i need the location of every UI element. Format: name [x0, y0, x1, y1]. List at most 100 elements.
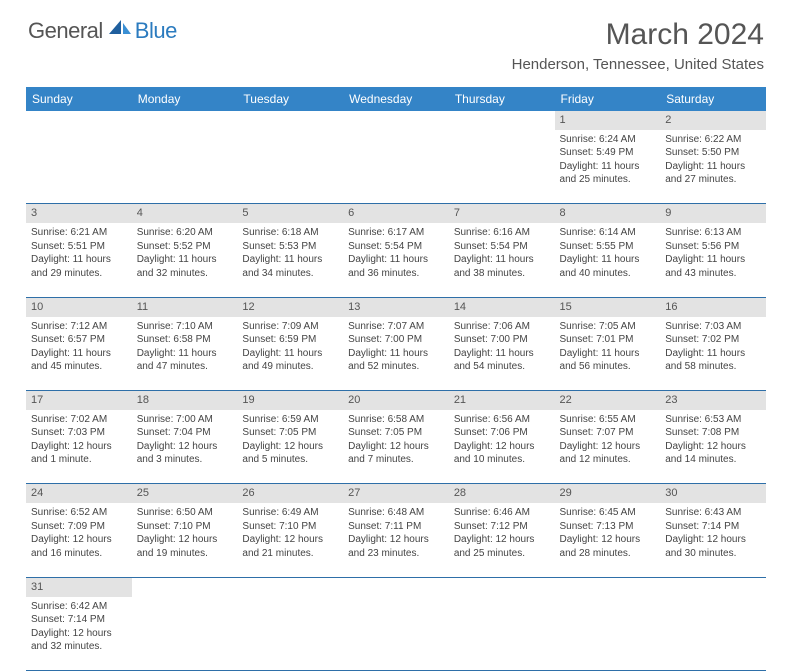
day-cell: Sunrise: 6:49 AMSunset: 7:10 PMDaylight:… — [237, 503, 343, 577]
day-number-cell: 28 — [449, 484, 555, 503]
day-number-row: 12 — [26, 111, 766, 130]
sunrise-text: Sunrise: 6:43 AM — [665, 506, 761, 520]
daylight-text: Daylight: 11 hours and 47 minutes. — [137, 347, 233, 374]
day-cell: Sunrise: 6:18 AMSunset: 5:53 PMDaylight:… — [237, 223, 343, 297]
logo-text-general: General — [28, 18, 103, 44]
daylight-text: Daylight: 12 hours and 21 minutes. — [242, 533, 338, 560]
sunrise-text: Sunrise: 7:12 AM — [31, 320, 127, 334]
day-cell: Sunrise: 6:20 AMSunset: 5:52 PMDaylight:… — [132, 223, 238, 297]
sunset-text: Sunset: 7:00 PM — [454, 333, 550, 347]
day-number-cell: 10 — [26, 297, 132, 316]
sunset-text: Sunset: 7:11 PM — [348, 520, 444, 534]
sunset-text: Sunset: 5:56 PM — [665, 240, 761, 254]
location-subtitle: Henderson, Tennessee, United States — [512, 56, 764, 73]
sunrise-text: Sunrise: 7:05 AM — [560, 320, 656, 334]
day-number-cell: 15 — [555, 297, 661, 316]
daylight-text: Daylight: 12 hours and 32 minutes. — [31, 627, 127, 654]
sunset-text: Sunset: 7:07 PM — [560, 426, 656, 440]
day-number-row: 17181920212223 — [26, 391, 766, 410]
day-cell: Sunrise: 7:02 AMSunset: 7:03 PMDaylight:… — [26, 410, 132, 484]
day-number-cell: 26 — [237, 484, 343, 503]
sunset-text: Sunset: 7:10 PM — [242, 520, 338, 534]
daylight-text: Daylight: 11 hours and 43 minutes. — [665, 253, 761, 280]
day-number-cell: 18 — [132, 391, 238, 410]
sunset-text: Sunset: 7:14 PM — [665, 520, 761, 534]
day-number-cell: 21 — [449, 391, 555, 410]
weekday-header-row: SundayMondayTuesdayWednesdayThursdayFrid… — [26, 87, 766, 111]
sunset-text: Sunset: 7:05 PM — [348, 426, 444, 440]
sunrise-text: Sunrise: 6:21 AM — [31, 226, 127, 240]
day-cell: Sunrise: 6:48 AMSunset: 7:11 PMDaylight:… — [343, 503, 449, 577]
weekday-header: Wednesday — [343, 87, 449, 111]
month-title: March 2024 — [512, 18, 764, 52]
day-number-cell: 5 — [237, 204, 343, 223]
sunrise-text: Sunrise: 6:52 AM — [31, 506, 127, 520]
day-cell: Sunrise: 6:56 AMSunset: 7:06 PMDaylight:… — [449, 410, 555, 484]
day-cell: Sunrise: 6:24 AMSunset: 5:49 PMDaylight:… — [555, 130, 661, 204]
daylight-text: Daylight: 11 hours and 45 minutes. — [31, 347, 127, 374]
day-number-cell: 12 — [237, 297, 343, 316]
day-cell: Sunrise: 7:00 AMSunset: 7:04 PMDaylight:… — [132, 410, 238, 484]
sunset-text: Sunset: 7:09 PM — [31, 520, 127, 534]
empty-cell — [660, 597, 766, 671]
sunset-text: Sunset: 5:49 PM — [560, 146, 656, 160]
day-cell: Sunrise: 7:12 AMSunset: 6:57 PMDaylight:… — [26, 317, 132, 391]
day-cell: Sunrise: 6:53 AMSunset: 7:08 PMDaylight:… — [660, 410, 766, 484]
sunset-text: Sunset: 7:00 PM — [348, 333, 444, 347]
day-number-cell: 16 — [660, 297, 766, 316]
logo-sail-icon — [107, 18, 133, 36]
sunset-text: Sunset: 5:52 PM — [137, 240, 233, 254]
sunset-text: Sunset: 7:08 PM — [665, 426, 761, 440]
day-data-row: Sunrise: 7:12 AMSunset: 6:57 PMDaylight:… — [26, 317, 766, 391]
daylight-text: Daylight: 12 hours and 16 minutes. — [31, 533, 127, 560]
empty-cell — [449, 597, 555, 671]
empty-cell — [132, 597, 238, 671]
sunrise-text: Sunrise: 6:14 AM — [560, 226, 656, 240]
day-number-cell: 27 — [343, 484, 449, 503]
sunrise-text: Sunrise: 6:58 AM — [348, 413, 444, 427]
daylight-text: Daylight: 11 hours and 40 minutes. — [560, 253, 656, 280]
empty-cell — [237, 130, 343, 204]
day-cell: Sunrise: 6:17 AMSunset: 5:54 PMDaylight:… — [343, 223, 449, 297]
day-data-row: Sunrise: 6:24 AMSunset: 5:49 PMDaylight:… — [26, 130, 766, 204]
sunrise-text: Sunrise: 6:20 AM — [137, 226, 233, 240]
day-number-cell: 23 — [660, 391, 766, 410]
sunset-text: Sunset: 6:58 PM — [137, 333, 233, 347]
sunrise-text: Sunrise: 7:02 AM — [31, 413, 127, 427]
sunrise-text: Sunrise: 6:59 AM — [242, 413, 338, 427]
sunset-text: Sunset: 7:04 PM — [137, 426, 233, 440]
weekday-header: Saturday — [660, 87, 766, 111]
daylight-text: Daylight: 12 hours and 1 minute. — [31, 440, 127, 467]
day-cell: Sunrise: 6:50 AMSunset: 7:10 PMDaylight:… — [132, 503, 238, 577]
sunset-text: Sunset: 7:12 PM — [454, 520, 550, 534]
day-cell: Sunrise: 7:05 AMSunset: 7:01 PMDaylight:… — [555, 317, 661, 391]
day-number-cell: 1 — [555, 111, 661, 130]
weekday-header: Tuesday — [237, 87, 343, 111]
daylight-text: Daylight: 11 hours and 52 minutes. — [348, 347, 444, 374]
weekday-header: Friday — [555, 87, 661, 111]
day-number-cell: 29 — [555, 484, 661, 503]
empty-cell — [237, 111, 343, 130]
empty-cell — [555, 597, 661, 671]
day-number-cell: 31 — [26, 577, 132, 596]
day-number-cell: 25 — [132, 484, 238, 503]
sunrise-text: Sunrise: 6:50 AM — [137, 506, 233, 520]
day-cell: Sunrise: 6:14 AMSunset: 5:55 PMDaylight:… — [555, 223, 661, 297]
sunset-text: Sunset: 5:51 PM — [31, 240, 127, 254]
daylight-text: Daylight: 11 hours and 58 minutes. — [665, 347, 761, 374]
empty-cell — [132, 130, 238, 204]
empty-cell — [555, 577, 661, 596]
sunset-text: Sunset: 7:14 PM — [31, 613, 127, 627]
logo-text-blue: Blue — [135, 18, 177, 44]
day-cell: Sunrise: 6:21 AMSunset: 5:51 PMDaylight:… — [26, 223, 132, 297]
daylight-text: Daylight: 11 hours and 49 minutes. — [242, 347, 338, 374]
daylight-text: Daylight: 12 hours and 30 minutes. — [665, 533, 761, 560]
sunset-text: Sunset: 7:03 PM — [31, 426, 127, 440]
day-cell: Sunrise: 6:59 AMSunset: 7:05 PMDaylight:… — [237, 410, 343, 484]
day-number-cell: 7 — [449, 204, 555, 223]
day-cell: Sunrise: 6:42 AMSunset: 7:14 PMDaylight:… — [26, 597, 132, 671]
sunrise-text: Sunrise: 6:48 AM — [348, 506, 444, 520]
day-data-row: Sunrise: 6:52 AMSunset: 7:09 PMDaylight:… — [26, 503, 766, 577]
weekday-header: Sunday — [26, 87, 132, 111]
day-cell: Sunrise: 7:06 AMSunset: 7:00 PMDaylight:… — [449, 317, 555, 391]
